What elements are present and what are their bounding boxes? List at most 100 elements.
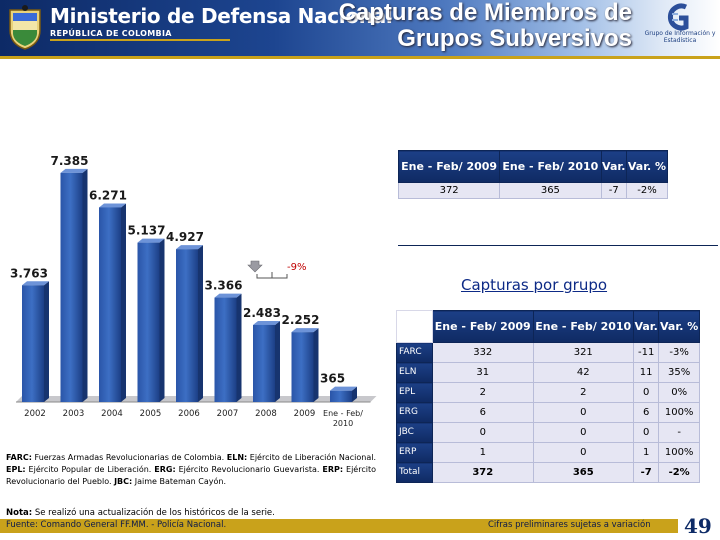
chart-bar-side	[82, 168, 88, 402]
chart-value-label: 7.385	[51, 154, 89, 168]
table-row: ERP 1 0 1 100%	[396, 442, 700, 463]
table-cell: 2	[532, 382, 634, 403]
header-gold-stripe	[0, 56, 720, 59]
chart-value-label: 5.137	[128, 224, 166, 238]
summary-table: Ene - Feb/ 2009 Ene - Feb/ 2010 Var. Var…	[397, 150, 669, 199]
table-cell: 31	[432, 362, 534, 383]
chart-bar-top	[176, 245, 203, 250]
table-cell: 1	[632, 442, 660, 463]
table-cell: 0	[632, 382, 660, 403]
chart-bar-side	[44, 281, 49, 402]
abbr-value: Fuerzas Armadas Revolucionarias de Colom…	[31, 453, 227, 462]
abbr-key: EPL:	[6, 465, 26, 474]
chart-value-label: 4.927	[166, 230, 204, 244]
chart-bar-top	[99, 203, 126, 208]
row-label: JBC	[396, 422, 433, 443]
table-cell: 372	[432, 462, 534, 483]
chart-bar-side	[159, 238, 165, 402]
table-cell: 0	[632, 422, 660, 443]
group-header-cell: Ene - Feb/ 2010	[532, 310, 634, 343]
abbr-key: JBC:	[114, 477, 133, 486]
chart-value-label: 6.271	[89, 188, 127, 202]
ministry-underline	[50, 39, 230, 41]
table-cell: 35%	[658, 362, 700, 383]
table-cell: 100%	[658, 402, 700, 423]
chart-category-label: 2006	[178, 409, 200, 419]
chart-category-label: 2009	[294, 409, 316, 419]
chart-value-label: 3.366	[205, 279, 243, 293]
table-cell: 0	[432, 422, 534, 443]
series-note: Nota: Se realizó una actualización de lo…	[6, 508, 275, 518]
chart-bar-side	[313, 328, 319, 402]
chart-bar-top	[291, 328, 319, 333]
chart-bar-side	[121, 203, 126, 402]
footer-bar	[0, 519, 678, 533]
table-row: FARC 332 321 -11 -3%	[396, 342, 700, 363]
table-total-row: Total 372 365 -7 -2%	[396, 462, 700, 483]
chart-value-label: 2.252	[282, 313, 320, 327]
group-table: Ene - Feb/ 2009 Ene - Feb/ 2010 Var. Var…	[396, 310, 700, 483]
summary-cell: 365	[499, 182, 602, 199]
table-cell: 365	[532, 462, 634, 483]
chart-bar	[99, 207, 121, 402]
chart-category-label: 2010	[333, 419, 353, 428]
table-cell: 11	[632, 362, 660, 383]
chart-bar	[214, 297, 237, 402]
chart-category-label: 2003	[63, 409, 85, 419]
table-cell: -2%	[658, 462, 700, 483]
table-cell: 0%	[658, 382, 700, 403]
title-line-1: Capturas de Miembros de	[338, 0, 632, 26]
row-label: Total	[396, 462, 433, 483]
table-cell: 6	[432, 402, 534, 423]
note-text: Se realizó una actualización de los hist…	[32, 508, 275, 518]
abbr-value: Ejército Revolucionario del Pueblo.	[6, 465, 376, 486]
chart-bar	[22, 285, 44, 402]
chart-value-label: 365	[320, 372, 345, 386]
table-cell: -7	[632, 462, 660, 483]
ministry-subtitle: REPÚBLICA DE COLOMBIA	[50, 29, 172, 38]
row-label: ERP	[396, 442, 433, 463]
table-row: EPL 2 2 0 0%	[396, 382, 700, 403]
summary-cell: 372	[397, 182, 501, 199]
table-cell: 6	[632, 402, 660, 423]
ministry-name: Ministerio de Defensa Nacional	[50, 4, 393, 28]
summary-header-cell: Ene - Feb/ 2010	[499, 150, 602, 183]
table-corner	[396, 310, 433, 343]
chart-value-label: 3.763	[10, 266, 48, 280]
table-cell: 1	[432, 442, 534, 463]
captures-bar-chart: 3.763 2002 7.385 2003 6.271 2004 5.137 2005 4.92…	[10, 154, 377, 428]
row-label: ELN	[396, 362, 433, 383]
chart-bar	[253, 324, 275, 402]
chart-bar-side	[236, 293, 242, 402]
section-divider	[398, 245, 718, 246]
table-cell: -11	[632, 342, 660, 363]
table-cell: 321	[532, 342, 634, 363]
title-line-2: Grupos Subversivos	[397, 25, 632, 52]
row-label: FARC	[396, 342, 433, 363]
chart-bar	[291, 332, 314, 402]
chart-bar	[137, 242, 160, 402]
abbr-key: ELN:	[226, 453, 248, 462]
chart-bar	[176, 249, 198, 402]
slide-title: Capturas de Miembros de Grupos Subversiv…	[339, 0, 632, 52]
table-cell: -3%	[658, 342, 700, 363]
table-row: JBC 0 0 0 -	[396, 422, 700, 443]
chart-bar-top	[330, 386, 357, 391]
table-cell: 0	[532, 402, 634, 423]
chart-bar-side	[352, 386, 357, 402]
abbreviations-footnote: FARC: Fuerzas Armadas Revolucionarias de…	[6, 452, 376, 488]
chart-bar-side	[198, 245, 203, 402]
summary-cell: -7	[600, 182, 627, 199]
chart-bar-top	[137, 238, 165, 243]
abbr-key: ERP:	[322, 465, 344, 474]
summary-header-cell: Ene - Feb/ 2009	[397, 150, 501, 183]
table-cell: 0	[532, 422, 634, 443]
abbr-value: Ejército de Liberación Nacional.	[247, 453, 377, 462]
group-header-cell: Var. %	[658, 310, 700, 343]
summary-cell: -2%	[625, 182, 669, 199]
chart-category-label: 2002	[24, 409, 46, 419]
table-cell: 2	[432, 382, 534, 403]
coat-of-arms-icon	[9, 5, 41, 50]
group-header-cell: Ene - Feb/ 2009	[432, 310, 534, 343]
group-header-cell: Var.	[632, 310, 660, 343]
